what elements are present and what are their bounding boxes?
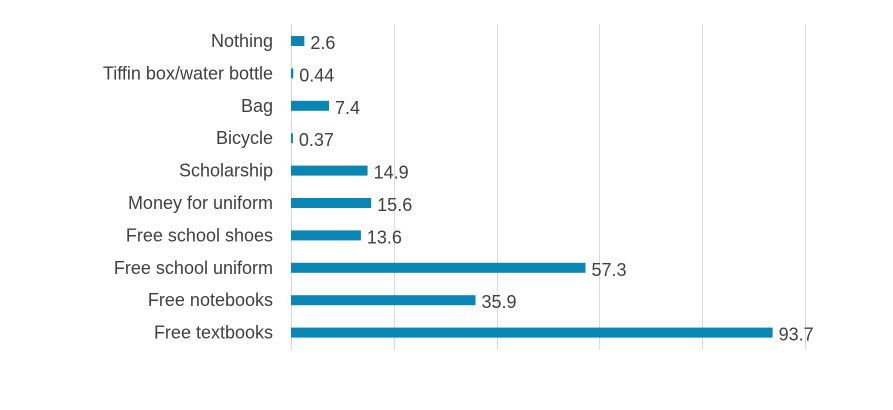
category-label: Free textbooks: [154, 323, 273, 343]
data-label: 14.9: [374, 163, 409, 183]
bar: [291, 327, 773, 338]
category-label: Money for uniform: [128, 193, 273, 213]
bars: [291, 36, 773, 338]
bar: [291, 36, 305, 46]
data-label: 0.44: [299, 65, 334, 85]
bar: [291, 198, 372, 208]
data-label: 13.6: [367, 227, 402, 247]
bar: [291, 262, 586, 273]
category-label: Tiffin box/water bottle: [103, 63, 273, 83]
data-label: 35.9: [482, 292, 517, 312]
data-label: 15.6: [377, 195, 412, 215]
bar: [291, 230, 361, 241]
category-label: Free school uniform: [114, 258, 273, 278]
bar: [291, 295, 476, 306]
bar: [291, 165, 368, 176]
category-label: Free school shoes: [126, 225, 273, 245]
bar: [291, 100, 330, 111]
labels: Nothing 2.6 Tiffin box/water bottle 0.44 Bag…: [103, 31, 814, 345]
data-label: 0.37: [299, 130, 334, 150]
category-label: Scholarship: [179, 161, 273, 181]
category-label: Bag: [241, 96, 273, 116]
category-label: Nothing: [211, 31, 273, 51]
bar: [291, 133, 293, 144]
data-label: 2.6: [310, 33, 335, 53]
bar: [291, 68, 294, 79]
data-label: 7.4: [335, 98, 360, 118]
data-label: 57.3: [592, 260, 627, 280]
data-label: 93.7: [779, 325, 814, 345]
category-label: Free notebooks: [148, 290, 273, 310]
category-label: Bicycle: [216, 128, 273, 148]
